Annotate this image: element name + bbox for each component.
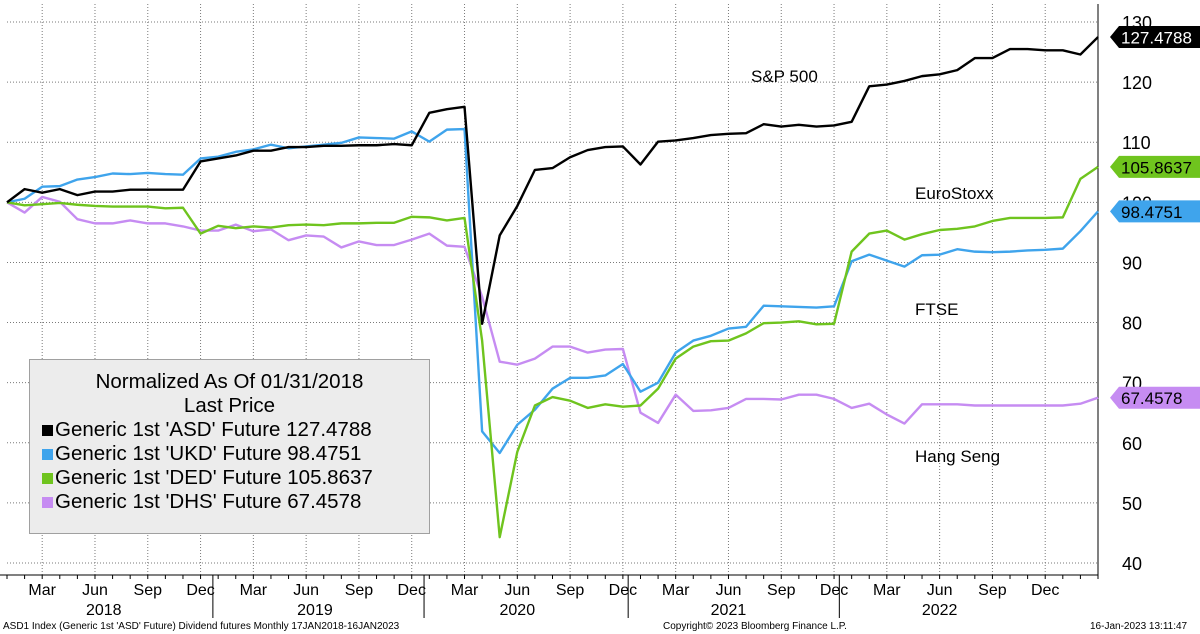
x-tick-label-0: Mar xyxy=(28,582,56,599)
legend-title-line2: Last Price xyxy=(183,394,276,417)
legend-label-ded: Generic 1st 'DED' Future 105.8637 xyxy=(55,466,373,489)
last-value-tag-hang-seng: 67.4578 xyxy=(1110,386,1200,409)
y-tick-label-50: 50 xyxy=(1122,494,1142,514)
y-tick-label-120: 120 xyxy=(1122,73,1152,93)
x-tick-label-15: Dec xyxy=(820,582,848,599)
chart-annotations: S&P 500 FTSE EuroStoxx Hang Seng xyxy=(751,67,1000,466)
x-tick-label-14: Sep xyxy=(767,582,796,599)
last-value-tag-bg-ftse xyxy=(1110,200,1200,223)
x-tick-label-1: Jun xyxy=(82,582,108,599)
x-tick-label-13: Jun xyxy=(716,582,742,599)
last-value-tags: 127.4788 98.4751 105.8637 67.4578 xyxy=(1110,26,1200,409)
last-value-tag-text-eurostoxx: 105.8637 xyxy=(1121,158,1192,177)
footer-copyright: Copyright© 2023 Bloomberg Finance L.P. xyxy=(663,621,847,632)
year-label-2021: 2021 xyxy=(711,602,747,619)
series-line-ftse xyxy=(6,127,1099,455)
x-tick-label-8: Mar xyxy=(451,582,479,599)
chart-legend: Normalized As Of 01/31/2018 Last Price G… xyxy=(29,359,430,534)
last-value-tag-text-hang-seng: 67.4578 xyxy=(1121,389,1182,408)
legend-swatch-dhs xyxy=(42,496,53,508)
y-tick-label-80: 80 xyxy=(1122,314,1142,334)
x-tick-label-19: Dec xyxy=(1031,582,1059,599)
last-value-tag-ftse: 98.4751 xyxy=(1110,200,1200,223)
footer-source: ASD1 Index (Generic 1st 'ASD' Future) Di… xyxy=(3,621,400,632)
y-tick-label-40: 40 xyxy=(1122,554,1142,574)
x-tick-label-17: Jun xyxy=(927,582,953,599)
last-value-tag-bg-eurostoxx xyxy=(1110,155,1200,178)
chart-gridlines xyxy=(7,4,1098,575)
legend-swatch-asd xyxy=(42,424,53,436)
last-value-tag-text-s-p-500: 127.4788 xyxy=(1121,29,1192,48)
x-tick-label-2: Sep xyxy=(134,582,163,599)
year-label-2022: 2022 xyxy=(922,602,958,619)
x-tick-label-11: Dec xyxy=(609,582,637,599)
legend-title-line1: Normalized As Of 01/31/2018 xyxy=(95,370,364,393)
year-label-2018: 2018 xyxy=(86,602,122,619)
annotation-eurostoxx: EuroStoxx xyxy=(915,184,994,203)
last-value-tag-eurostoxx: 105.8637 xyxy=(1110,155,1200,178)
legend-entry-asd: Generic 1st 'ASD' Future 127.4788 xyxy=(30,418,429,442)
series-line-eurostoxx xyxy=(6,165,1099,539)
last-value-tag-s-p-500: 127.4788 xyxy=(1110,26,1200,49)
x-tick-label-6: Sep xyxy=(345,582,374,599)
footer-timestamp: 16-Jan-2023 13:11:47 xyxy=(1090,621,1188,632)
legend-swatch-ukd xyxy=(42,448,53,460)
year-label-2019: 2019 xyxy=(297,602,333,619)
annotation-ftse: FTSE xyxy=(915,300,958,319)
annotation-s-p-500: S&P 500 xyxy=(751,67,818,86)
x-tick-label-4: Mar xyxy=(240,582,268,599)
last-value-tag-bg-s-p-500 xyxy=(1110,26,1200,49)
legend-entry-ukd: Generic 1st 'UKD' Future 98.4751 xyxy=(30,442,429,466)
legend-entry-ded: Generic 1st 'DED' Future 105.8637 xyxy=(30,466,429,490)
x-tick-label-7: Dec xyxy=(397,582,425,599)
x-tick-label-18: Sep xyxy=(978,582,1007,599)
chart-series xyxy=(6,36,1099,539)
legend-label-asd: Generic 1st 'ASD' Future 127.4788 xyxy=(55,418,372,441)
x-tick-label-5: Jun xyxy=(293,582,319,599)
y-tick-label-110: 110 xyxy=(1122,133,1151,153)
legend-label-dhs: Generic 1st 'DHS' Future 67.4578 xyxy=(55,490,362,513)
legend-entry-dhs: Generic 1st 'DHS' Future 67.4578 xyxy=(30,490,429,514)
last-value-tag-bg-hang-seng xyxy=(1110,386,1200,409)
legend-label-ukd: Generic 1st 'UKD' Future 98.4751 xyxy=(55,442,362,465)
x-tick-label-10: Sep xyxy=(556,582,585,599)
year-label-2020: 2020 xyxy=(500,602,536,619)
x-tick-label-3: Dec xyxy=(186,582,214,599)
chart-axes: 405060708090100110120130MarJunSepDecMarJ… xyxy=(0,4,1152,619)
y-tick-label-90: 90 xyxy=(1122,253,1142,273)
x-tick-label-16: Mar xyxy=(873,582,901,599)
legend-swatch-ded xyxy=(42,472,53,484)
last-value-tag-text-ftse: 98.4751 xyxy=(1121,203,1182,222)
x-tick-label-9: Jun xyxy=(504,582,530,599)
annotation-hang-seng: Hang Seng xyxy=(915,447,1000,466)
y-tick-label-60: 60 xyxy=(1122,434,1142,454)
x-tick-label-12: Mar xyxy=(662,582,690,599)
series-line-hang-seng xyxy=(6,195,1099,425)
series-line-s-p-500 xyxy=(6,36,1099,325)
